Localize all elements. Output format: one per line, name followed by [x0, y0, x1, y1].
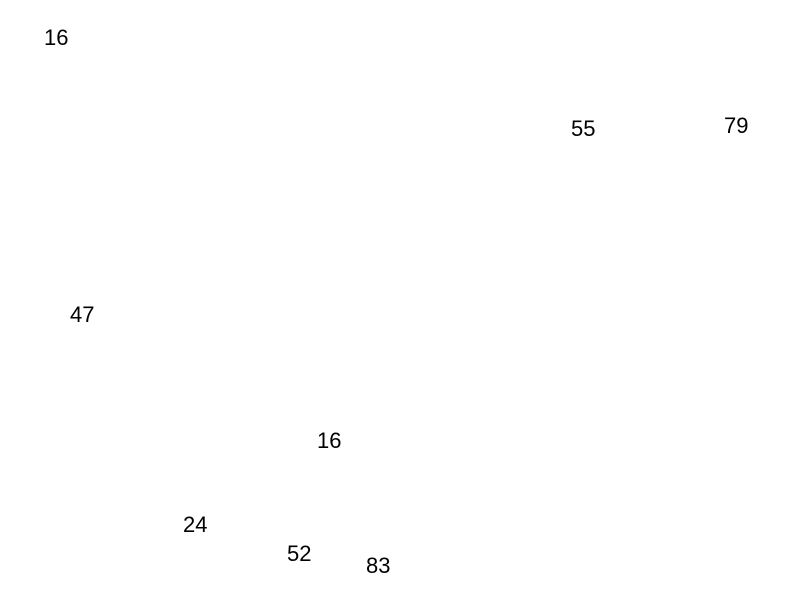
- number-label: 24: [183, 512, 208, 537]
- number-label: 55: [571, 116, 596, 141]
- number-label: 83: [366, 553, 391, 578]
- number-label: 47: [70, 302, 95, 327]
- number-label: 52: [287, 541, 312, 566]
- number-label: 16: [317, 428, 342, 453]
- number-label: 16: [44, 25, 69, 50]
- number-label: 79: [724, 113, 749, 138]
